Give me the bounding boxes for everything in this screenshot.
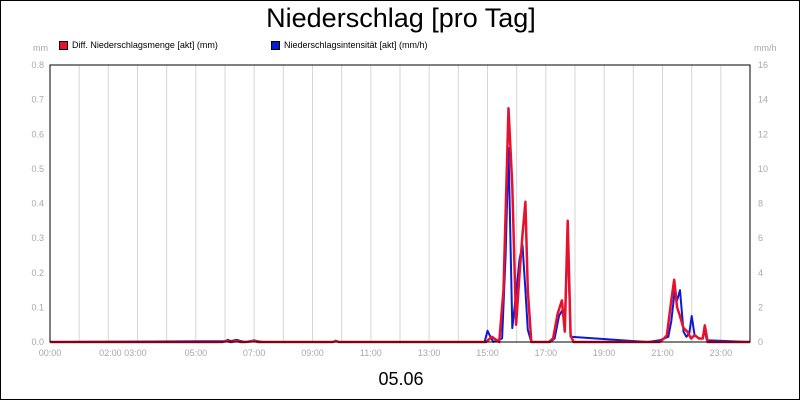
right-axis-unit: mm/h [754, 43, 777, 53]
x-tick-label: 09:00 [301, 348, 324, 358]
legend-entry-diff-niederschlagsmenge: Diff. Niederschlagsmenge [akt] (mm) [59, 40, 218, 50]
legend-swatch-blue [271, 40, 280, 50]
chart-title: Niederschlag [pro Tag] [266, 3, 536, 33]
y-right-tick-label: 2 [758, 302, 763, 312]
legend-label: Diff. Niederschlagsmenge [akt] (mm) [72, 40, 218, 50]
legend-swatch-red [59, 40, 68, 50]
x-tick-label: 02:00 03:00 [99, 348, 147, 358]
y-left-tick-label: 0.5 [31, 164, 44, 174]
y-left-tick-label: 0.6 [31, 129, 44, 139]
legend-entry-niederschlagsintensitaet: Niederschlagsintensität [akt] (mm/h) [271, 40, 428, 50]
y-left-tick-label: 0.0 [31, 337, 44, 347]
y-left-tick-label: 0.1 [31, 302, 44, 312]
date-label: 05.06 [378, 369, 424, 389]
y-right-tick-label: 4 [758, 268, 763, 278]
y-right-tick-label: 6 [758, 233, 763, 243]
x-tick-label: 07:00 [243, 348, 266, 358]
grid-lines [78, 65, 722, 342]
x-tick-label: 19:00 [593, 348, 616, 358]
legend-label: Niederschlagsintensität [akt] (mm/h) [284, 40, 428, 50]
y-right-tick-label: 0 [758, 337, 763, 347]
y-right-tick-label: 10 [758, 164, 768, 174]
plot-border [49, 64, 751, 343]
y-right-tick-label: 14 [758, 95, 768, 105]
y-right-tick-label: 16 [758, 60, 768, 70]
axis-ticks: 00:00 02:00 03:00 05:00 07:00 09:00 11:00 13:0… [31, 60, 768, 358]
y-right-tick-label: 8 [758, 199, 763, 209]
y-left-tick-label: 0.2 [31, 268, 44, 278]
y-left-tick-label: 0.7 [31, 95, 44, 105]
y-left-tick-label: 0.8 [31, 60, 44, 70]
x-tick-label: 00:00 [39, 348, 62, 358]
x-tick-label: 11:00 [360, 348, 382, 358]
x-tick-label: 21:00 [651, 348, 674, 358]
left-axis-unit: mm [33, 43, 48, 53]
y-right-tick-label: 12 [758, 129, 768, 139]
x-tick-label: 23:00 [710, 348, 733, 358]
x-tick-label: 15:00 [476, 348, 499, 358]
x-tick-label: 13:00 [418, 348, 441, 358]
y-left-tick-label: 0.4 [31, 199, 44, 209]
y-left-tick-label: 0.3 [31, 233, 44, 243]
x-tick-label: 17:00 [535, 348, 558, 358]
x-tick-label: 05:00 [185, 348, 208, 358]
